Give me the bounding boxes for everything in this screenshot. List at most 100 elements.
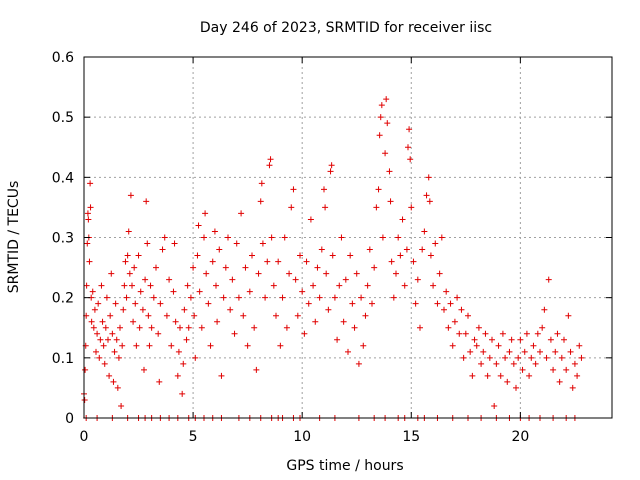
- data-point: [213, 282, 219, 289]
- data-point: [419, 246, 426, 253]
- data-point: [484, 372, 491, 379]
- data-point: [85, 216, 92, 223]
- data-point: [475, 324, 482, 331]
- data-point: [342, 276, 349, 283]
- data-point: [576, 342, 583, 349]
- data-point: [386, 168, 393, 175]
- data-point: [314, 264, 321, 271]
- data-point: [88, 318, 95, 325]
- data-point: [257, 198, 264, 205]
- data-point: [113, 336, 120, 343]
- data-point: [107, 312, 114, 319]
- data-point: [202, 210, 209, 217]
- data-point: [233, 240, 240, 247]
- data-point: [249, 252, 255, 259]
- data-point: [135, 252, 142, 259]
- data-point: [170, 288, 177, 295]
- data-point: [203, 270, 210, 277]
- data-point: [399, 216, 406, 223]
- data-point: [328, 162, 335, 169]
- data-point: [460, 354, 467, 361]
- data-point: [268, 234, 275, 241]
- data-point: [246, 288, 253, 295]
- data-point: [123, 294, 130, 301]
- data-point: [231, 330, 238, 337]
- data-point: [179, 390, 186, 397]
- data-point: [270, 282, 277, 289]
- data-points: [81, 96, 585, 421]
- data-point: [93, 348, 99, 355]
- data-point: [493, 360, 500, 367]
- data-point: [382, 150, 389, 157]
- data-point: [340, 318, 347, 325]
- data-point: [94, 330, 101, 337]
- data-point: [360, 342, 367, 349]
- data-point: [129, 282, 135, 289]
- data-point: [353, 270, 360, 277]
- data-point: [101, 360, 108, 367]
- data-point: [155, 330, 162, 337]
- data-point: [87, 180, 94, 187]
- data-point: [393, 270, 399, 277]
- data-point: [388, 258, 395, 265]
- data-point: [157, 300, 164, 307]
- data-point: [519, 366, 526, 373]
- data-point: [322, 204, 329, 211]
- x-tick-label: 10: [293, 429, 311, 445]
- data-point: [251, 324, 258, 331]
- data-point: [569, 384, 576, 391]
- data-point: [255, 270, 262, 277]
- data-point: [318, 246, 325, 253]
- y-tick-label: 0.2: [52, 291, 74, 307]
- data-point: [327, 168, 334, 175]
- data-point: [510, 360, 517, 367]
- data-point: [185, 324, 192, 331]
- data-point: [82, 366, 89, 373]
- data-point: [137, 288, 144, 295]
- data-point: [417, 324, 423, 331]
- data-point: [225, 234, 231, 241]
- data-point: [294, 312, 301, 319]
- data-point: [364, 282, 371, 289]
- data-point: [423, 192, 430, 199]
- data-point: [283, 324, 290, 331]
- data-point: [521, 348, 528, 355]
- data-point: [325, 306, 332, 313]
- data-point: [307, 216, 314, 223]
- data-point: [115, 354, 122, 361]
- data-point: [163, 312, 170, 319]
- data-point: [242, 264, 249, 271]
- data-point: [376, 132, 383, 139]
- data-point: [220, 294, 227, 301]
- data-point: [397, 252, 404, 259]
- data-point: [143, 198, 150, 205]
- data-point: [266, 162, 273, 169]
- data-point: [530, 342, 537, 349]
- data-point: [378, 102, 385, 109]
- data-point: [136, 324, 143, 331]
- y-tick-label: 0.1: [52, 351, 74, 367]
- data-point: [106, 372, 113, 379]
- data-point: [87, 204, 94, 211]
- data-point: [558, 354, 565, 361]
- data-point: [166, 276, 173, 283]
- data-point: [554, 330, 561, 337]
- data-point: [120, 306, 127, 313]
- data-point: [517, 336, 524, 343]
- data-point: [563, 366, 570, 373]
- y-tick-label: 0.4: [52, 170, 74, 186]
- data-point: [537, 348, 543, 355]
- data-point: [504, 378, 511, 385]
- data-point: [567, 348, 574, 355]
- data-point: [127, 192, 134, 199]
- data-point: [480, 348, 487, 355]
- data-point: [259, 240, 266, 247]
- data-point: [132, 300, 139, 307]
- data-point: [103, 294, 110, 301]
- data-point: [310, 282, 317, 289]
- data-point: [451, 318, 458, 325]
- y-axis-label: SRMTID / TECUs: [6, 181, 22, 294]
- data-point: [84, 240, 91, 247]
- data-point: [403, 246, 410, 253]
- data-point: [156, 378, 163, 385]
